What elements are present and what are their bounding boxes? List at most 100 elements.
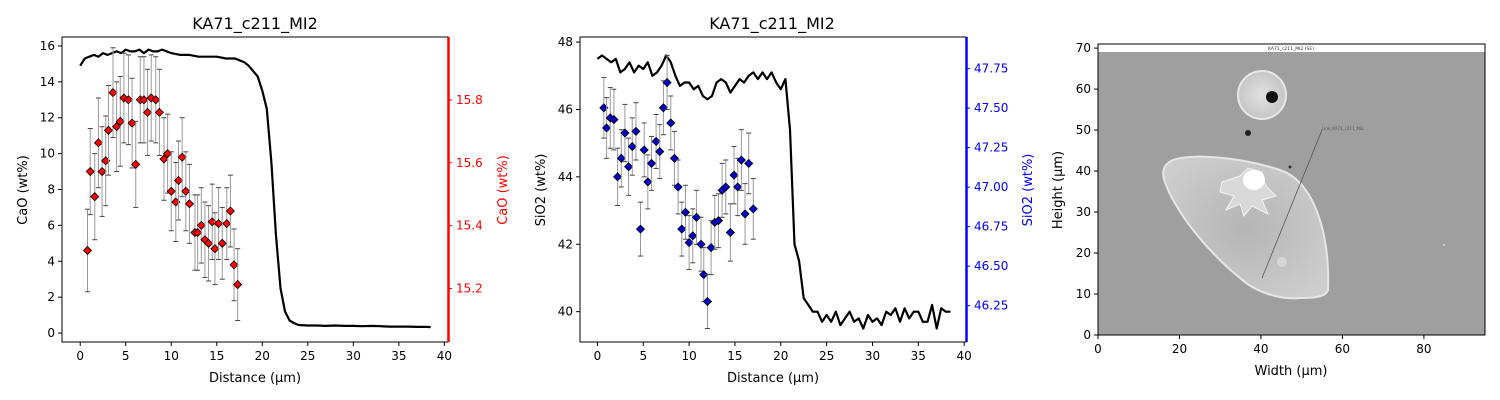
crystal-core (1243, 170, 1265, 190)
data-point (624, 137, 634, 196)
data-point (655, 124, 665, 180)
x-tick-label: 35 (911, 349, 926, 363)
data-point (733, 157, 743, 217)
data-point (154, 68, 164, 156)
panel-3-y-label: Height (µm) (1051, 151, 1066, 229)
diamond-marker (651, 136, 661, 147)
diamond-marker (624, 162, 634, 172)
data-point (233, 248, 243, 321)
x-tick-label: 20 (773, 349, 788, 363)
right-y-tick-label: 15.4 (456, 219, 483, 233)
right-y-tick-label: 47.50 (974, 101, 1008, 115)
diamond-marker (655, 147, 665, 157)
data-point (696, 216, 706, 272)
y-tick-label: 10 (1076, 287, 1091, 301)
diamond-marker (602, 123, 612, 133)
diamond-marker (146, 93, 156, 103)
data-point (173, 140, 184, 221)
y-tick-label: 6 (47, 218, 55, 232)
data-point (744, 132, 754, 195)
x-tick-label: 25 (300, 349, 315, 363)
y-tick-label: 0 (1083, 328, 1091, 342)
data-point (729, 146, 739, 205)
panel-2-x-ticks: 0 5 10 15 20 25 30 35 40 (594, 342, 972, 363)
data-point (210, 212, 220, 286)
diamond-marker (643, 177, 653, 187)
profile-line (1261, 129, 1323, 279)
data-point (163, 113, 173, 194)
y-tick-label: 20 (1076, 246, 1091, 260)
diamond-marker (115, 116, 125, 126)
diamond-marker (139, 95, 149, 105)
data-point (177, 117, 187, 198)
data-point (115, 75, 125, 167)
x-tick-label: 20 (255, 349, 270, 363)
diamond-marker (740, 209, 750, 219)
x-tick-label: 10 (681, 349, 696, 363)
data-point (680, 184, 691, 240)
se-image-panel: KA71_c211_MI2 (SE) Line_KA71_c211_MI2 0 2… (1051, 41, 1486, 379)
y-tick-label: 10 (40, 147, 55, 161)
y-tick-label: 70 (1076, 41, 1091, 55)
x-tick-label: 60 (1335, 342, 1350, 356)
data-point (139, 56, 149, 144)
data-point (222, 187, 232, 260)
data-point (166, 151, 176, 232)
diamond-marker (631, 126, 641, 136)
se-image: KA71_c211_MI2 (SE) Line_KA71_c211_MI2 (1098, 44, 1485, 335)
panel-2-x-label: Distance (µm) (727, 371, 819, 386)
diamond-marker (173, 175, 184, 186)
y-tick-label: 42 (558, 237, 573, 251)
panel-2-right-y-ticks: 46.25 46.50 46.75 47.00 47.25 47.50 47.75 (966, 62, 1008, 313)
right-y-tick-label: 46.50 (974, 259, 1008, 273)
diamond-marker (82, 245, 93, 256)
right-y-tick-label: 47.00 (974, 180, 1008, 194)
right-y-tick-label: 46.25 (974, 299, 1008, 313)
panel-1-y-label: CaO (wt%) (16, 155, 31, 225)
data-point (721, 159, 731, 215)
diamond-marker (680, 207, 691, 217)
diamond-marker (733, 182, 743, 192)
x-tick-label: 30 (865, 349, 880, 363)
data-point (651, 114, 661, 169)
diamond-marker (721, 182, 731, 192)
y-tick-label: 14 (40, 75, 55, 89)
data-point (616, 129, 626, 188)
diamond-marker (706, 243, 716, 253)
diamond-marker (609, 115, 619, 125)
y-tick-label: 16 (40, 39, 55, 53)
y-tick-label: 12 (40, 111, 55, 125)
right-y-tick-label: 46.75 (974, 220, 1008, 234)
diamond-marker (103, 125, 113, 135)
data-point (662, 55, 672, 110)
diamond-marker (233, 280, 243, 290)
x-tick-label: 0 (594, 349, 602, 363)
right-y-tick-label: 15.2 (456, 282, 483, 296)
y-tick-label: 44 (558, 170, 573, 184)
diamond-marker (691, 212, 702, 222)
right-y-tick-label: 47.25 (974, 141, 1008, 155)
x-tick-label: 35 (391, 349, 406, 363)
panel-1-right-y-ticks: 15.2 15.4 15.6 15.8 (448, 93, 483, 296)
data-point (85, 128, 95, 216)
se-image-caption: KA71_c211_MI2 (SE) (1268, 46, 1314, 52)
diamond-marker (131, 159, 141, 169)
right-y-tick-label: 15.8 (456, 93, 483, 107)
diamond-marker (744, 158, 754, 168)
diamond-marker (699, 270, 709, 280)
diamond-marker (119, 93, 129, 103)
panel-3-x-label: Width (µm) (1255, 364, 1328, 379)
diamond-marker (123, 95, 134, 105)
diamond-marker (210, 244, 220, 254)
panel-1-title: KA71_c211_MI2 (192, 14, 318, 34)
diamond-marker (736, 155, 746, 165)
data-point (669, 130, 680, 186)
data-point (97, 126, 107, 217)
diamond-marker (639, 145, 649, 155)
diamond-marker (222, 219, 232, 229)
data-point (103, 84, 113, 176)
diamond-marker (702, 296, 713, 307)
data-point (702, 274, 713, 330)
diamond-marker (184, 199, 195, 209)
